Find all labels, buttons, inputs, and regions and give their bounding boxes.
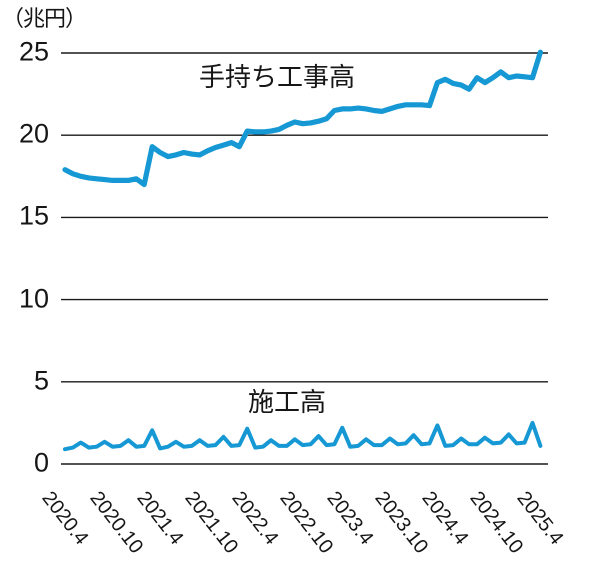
y-tick-label-0: 0 [33, 447, 49, 478]
y-tick-label-15: 15 [18, 200, 49, 231]
y-tick-label-10: 10 [18, 283, 49, 314]
series-label-construction-volume: 施工高 [248, 387, 327, 417]
y-axis-unit-label: （兆円） [2, 6, 87, 31]
y-tick-label-5: 5 [33, 365, 49, 396]
line-construction-volume [63, 420, 543, 452]
y-tick-label-20: 20 [18, 118, 49, 149]
line-order-backlog [62, 49, 544, 188]
y-tick-label-25: 25 [18, 36, 49, 67]
series-label-order-backlog: 手持ち工事高 [199, 62, 356, 92]
